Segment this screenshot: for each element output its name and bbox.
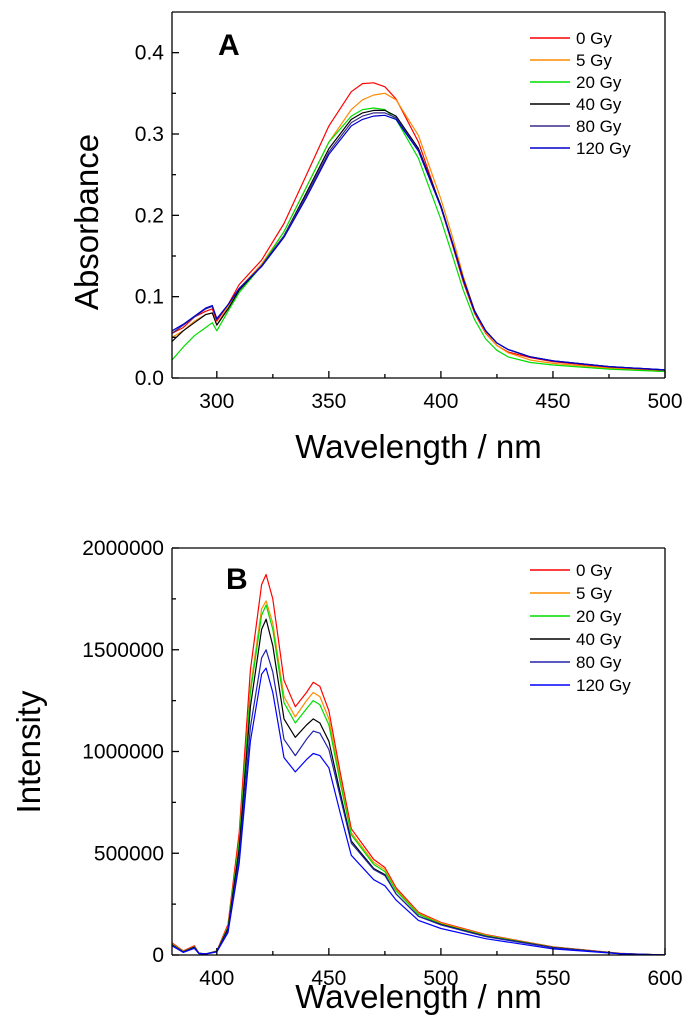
panel-b-x-tick-label: 400	[199, 967, 234, 990]
panel-a-series-line-2	[172, 107, 665, 373]
panel-a-y-tick-label: 0.4	[135, 42, 165, 65]
panel-b-series-line-5	[172, 667, 665, 955]
panel-b-y-tick-label: 500000	[94, 842, 164, 865]
panel-a-legend-label-1: 5 Gy	[576, 51, 612, 70]
panel-a-y-axis-title: Absorbance	[68, 134, 105, 310]
panel-a-legend-label-4: 80 Gy	[576, 117, 622, 136]
panel-b-y-tick-label: 2000000	[82, 537, 164, 560]
panel-a-series-line-5	[172, 114, 665, 371]
panel-b-legend-label-2: 20 Gy	[576, 607, 622, 626]
panel-b-series-group	[172, 573, 665, 955]
panel-b-legend-label-5: 120 Gy	[576, 676, 631, 695]
panel-b-label: B	[226, 563, 248, 596]
panel-a-legend-label-2: 20 Gy	[576, 73, 622, 92]
panel-a-x-tick-label: 400	[423, 390, 458, 413]
panel-a-y-tick-label: 0.1	[135, 286, 164, 309]
panel-a-x-tick-label: 450	[535, 390, 570, 413]
panel-a-legend-label-5: 120 Gy	[576, 139, 631, 158]
panel-b-legend-label-3: 40 Gy	[576, 630, 622, 649]
panel-a-x-axis-title: Wavelength / nm	[295, 428, 541, 465]
panel-b-series-line-4	[172, 649, 665, 955]
panel-a-y-tick-label: 0.3	[135, 123, 164, 146]
panel-b-x-tick-label: 600	[647, 967, 682, 990]
panel-a-series-group	[172, 82, 665, 373]
panel-a-label: A	[218, 29, 240, 62]
panel-b-legend-label-4: 80 Gy	[576, 653, 622, 672]
panel-b-x-axis-title: Wavelength / nm	[295, 978, 541, 1015]
panel-b-legend: 0 Gy 5 Gy 20 Gy 40 Gy 80 Gy 120 Gy	[530, 561, 631, 695]
panel-b-y-axis-title: Intensity	[10, 690, 47, 813]
panel-a-x-tick-label: 500	[647, 390, 682, 413]
panel-a: 300 350 400 450 500 0.0 0.1 0.2 0.3 0.4 Wavelength…	[68, 11, 683, 465]
panel-a-x-tick-label: 300	[199, 390, 234, 413]
panel-b: 400 450 500 550 600 0 500000 1000000 1500000 2000…	[10, 537, 683, 1015]
panel-b-y-tick-label: 1000000	[82, 741, 164, 764]
panel-a-legend: 0 Gy 5 Gy 20 Gy 40 Gy 80 Gy 120 Gy	[530, 29, 631, 158]
panel-b-y-tick-label: 1500000	[82, 639, 164, 662]
panel-b-x-tick-label: 550	[535, 967, 570, 990]
panel-b-y-tick-label: 0	[152, 944, 164, 967]
panel-b-x-tick-label: 450	[311, 967, 346, 990]
panel-a-y-tick-label: 0.0	[135, 367, 164, 390]
panel-b-legend-label-1: 5 Gy	[576, 584, 612, 603]
panel-a-x-tick-label: 350	[311, 390, 346, 413]
panel-a-y-tick-label: 0.2	[135, 204, 164, 227]
panel-a-legend-label-0: 0 Gy	[576, 29, 612, 48]
panel-b-legend-label-0: 0 Gy	[576, 561, 612, 580]
panel-b-x-tick-label: 500	[423, 967, 458, 990]
panel-a-legend-label-3: 40 Gy	[576, 95, 622, 114]
